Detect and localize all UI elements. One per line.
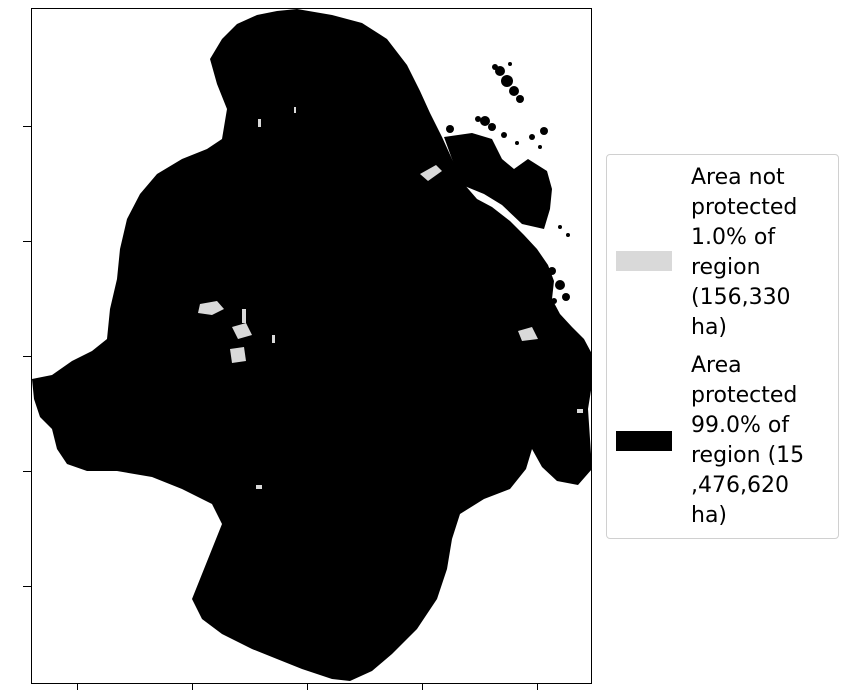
protected-area-map: [32, 9, 591, 681]
protected-island-fragments: [446, 62, 570, 304]
x-axis-tick: [307, 684, 308, 690]
y-axis-tick: [23, 126, 31, 127]
not-protected-patches: [198, 107, 583, 489]
x-axis-tick: [77, 684, 78, 690]
protected-region-shape: [32, 9, 591, 681]
legend-swatch-not-protected: [616, 251, 672, 271]
x-axis-tick: [422, 684, 423, 690]
legend-swatch-protected: [616, 431, 672, 451]
legend-label-protected: Area protected 99.0% of region (15,476,620 h…: [691, 353, 805, 528]
map-panel: [31, 8, 592, 684]
y-axis-tick: [23, 241, 31, 242]
y-axis-tick: [23, 356, 31, 357]
y-axis-tick: [23, 471, 31, 472]
x-axis-tick: [192, 684, 193, 690]
legend-label-not-protected: Area not protected 1.0% of region (156,330 ha…: [691, 165, 798, 340]
y-axis-tick: [23, 586, 31, 587]
map-legend: Area not protected 1.0% of region (156,330 ha…: [606, 154, 839, 539]
x-axis-tick: [537, 684, 538, 690]
protected-region-east-lobe: [444, 133, 552, 229]
